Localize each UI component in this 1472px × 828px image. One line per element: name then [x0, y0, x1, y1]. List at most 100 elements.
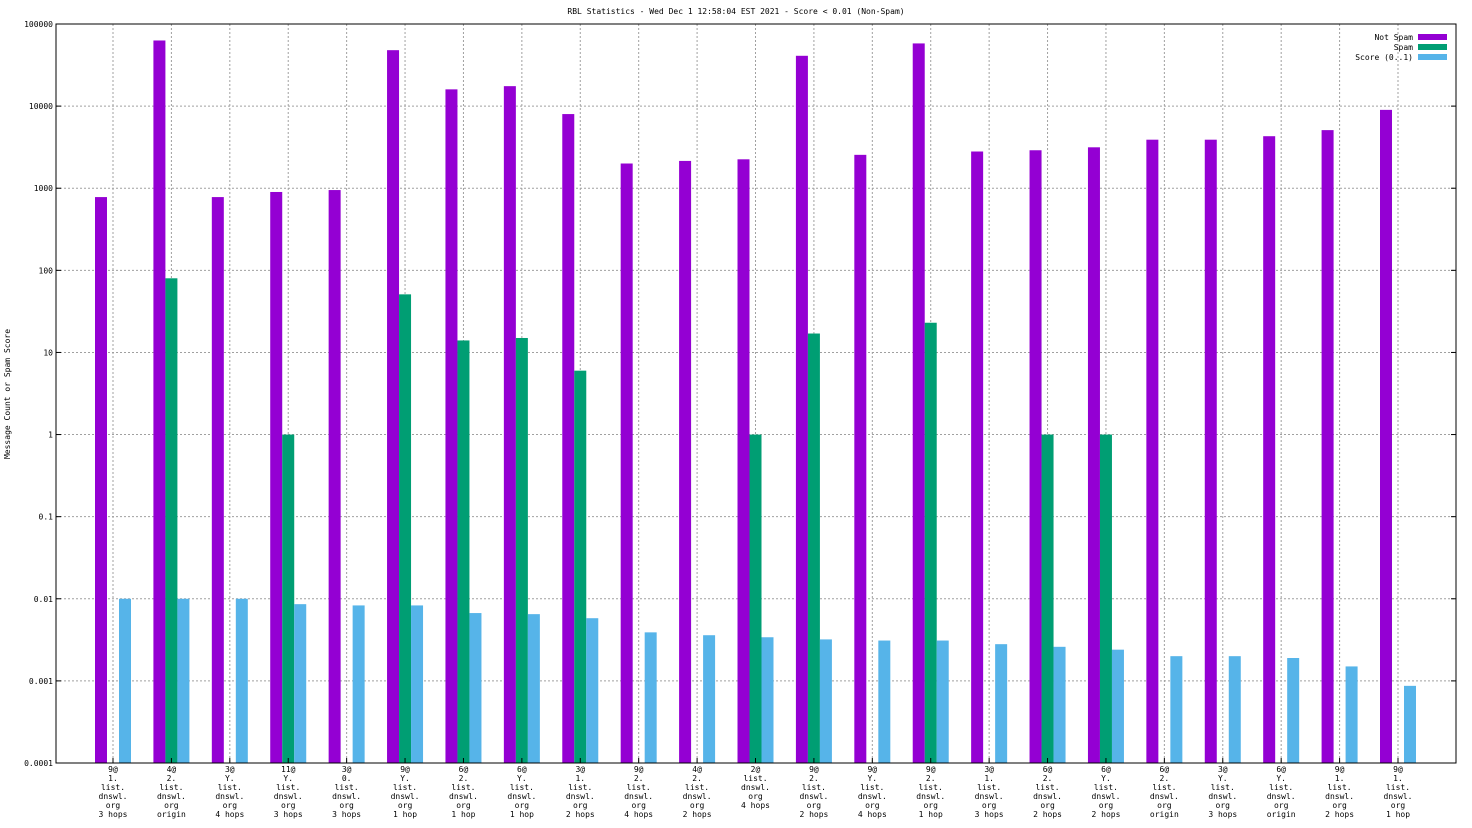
bar-not-spam: [1087, 147, 1100, 763]
bar-not-spam: [1029, 150, 1042, 763]
bar-not-spam: [795, 55, 808, 764]
x-tick-label: 9@ Y. list. dnswl. org 1 hop: [391, 765, 420, 819]
bar-spam: [1099, 434, 1112, 763]
bar-not-spam: [971, 151, 984, 763]
bar-spam: [399, 294, 412, 763]
bar-not-spam: [620, 163, 633, 763]
x-tick-label: 9@ 2. list. dnswl. org 1 hop: [916, 765, 945, 819]
legend-swatch: [1418, 34, 1447, 40]
bar-not-spam: [1146, 139, 1159, 763]
bar-score: [1228, 656, 1241, 763]
bar-spam: [574, 370, 587, 763]
bar-spam: [749, 434, 762, 763]
chart-title: RBL Statistics - Wed Dec 1 12:58:04 EST …: [567, 7, 904, 16]
x-tick-label: 3@ 1. list. dnswl. org 3 hops: [975, 765, 1004, 819]
bar-score: [761, 637, 774, 763]
bar-spam: [165, 278, 178, 763]
legend-swatch: [1418, 54, 1447, 60]
x-tick-label: 9@ 1. list. dnswl. org 1 hop: [1384, 765, 1413, 819]
legend-swatch: [1418, 44, 1447, 50]
y-tick-label: 1: [48, 431, 53, 440]
bar-not-spam: [328, 190, 341, 763]
x-tick-label: 4@ 2. list. dnswl. org origin: [157, 765, 186, 819]
bar-score: [1111, 649, 1124, 763]
y-tick-label: 10000: [29, 102, 53, 111]
legend-label: Score (0..1): [1355, 53, 1413, 62]
x-tick-label: 2@ list. dnswl. org 4 hops: [741, 765, 770, 810]
bar-spam: [807, 333, 820, 763]
bar-score: [119, 598, 131, 763]
bar-not-spam: [912, 43, 925, 764]
x-tick-label: 6@ 2. list. dnswl. org 1 hop: [449, 765, 478, 819]
bar-score: [586, 618, 599, 763]
legend-label: Spam: [1394, 43, 1413, 52]
bar-score: [819, 639, 832, 763]
bar-score: [1345, 666, 1358, 763]
x-tick-label: 3@ Y. list. dnswl. org 4 hops: [215, 765, 244, 819]
x-tick-label: 4@ 2. list. dnswl. org 2 hops: [683, 765, 712, 819]
bar-not-spam: [153, 40, 166, 763]
bar-spam: [1041, 434, 1054, 763]
y-tick-label: 10: [43, 348, 53, 357]
bar-score: [469, 613, 482, 763]
bar-not-spam: [737, 159, 750, 763]
bar-not-spam: [1380, 109, 1392, 764]
y-ticks: 0.0001 0.001 0.01 0.1 1 10 100 1000 10000 100000: [24, 20, 1456, 768]
bar-score: [1404, 685, 1416, 763]
bar-score: [1053, 646, 1066, 763]
y-tick-label: 0.1: [39, 513, 54, 522]
bar-score: [411, 605, 424, 763]
x-tick-label: 11@ Y. list. dnswl. org 3 hops: [274, 765, 303, 819]
bar-score: [995, 644, 1008, 763]
bar-not-spam: [387, 50, 400, 763]
bar-spam: [515, 337, 528, 763]
x-tick-label: 9@ 1. list. dnswl. org 2 hops: [1325, 765, 1354, 819]
bar-not-spam: [211, 197, 224, 763]
bar-not-spam: [95, 197, 107, 763]
y-tick-label: 0.01: [34, 595, 53, 604]
bar-not-spam: [445, 89, 458, 764]
x-tick-label: 6@ Y. list. dnswl. org 1 hop: [507, 765, 536, 819]
bar-score: [177, 598, 190, 763]
bar-score: [527, 614, 540, 763]
x-ticks: 9@ 1. list. dnswl. org 3 hops 4@ 2. list. dnswl. o…: [99, 758, 1413, 819]
y-tick-label: 0.001: [29, 677, 53, 686]
bar-score: [1170, 656, 1183, 763]
y-tick-label: 100: [39, 266, 54, 275]
x-tick-label: 6@ Y. list. dnswl. org origin: [1267, 765, 1296, 819]
x-tick-label: 3@ 0. list. dnswl. org 3 hops: [332, 765, 361, 819]
x-tick-label: 6@ 2. list. dnswl. org origin: [1150, 765, 1179, 819]
bar-score: [644, 632, 657, 763]
bar-score: [878, 640, 891, 763]
bar-score: [294, 604, 307, 763]
x-tick-label: 3@ Y. list. dnswl. org 3 hops: [1208, 765, 1237, 819]
x-tick-label: 9@ 2. list. dnswl. org 2 hops: [799, 765, 828, 819]
y-tick-label: 100000: [24, 20, 53, 29]
x-tick-label: 9@ Y. list. dnswl. org 4 hops: [858, 765, 887, 819]
bar-not-spam: [562, 114, 575, 764]
bar-score: [352, 605, 365, 763]
bars: [95, 40, 1416, 764]
x-tick-label: 6@ Y. list. dnswl. org 2 hops: [1092, 765, 1121, 819]
bar-spam: [924, 322, 937, 763]
bar-score: [1287, 658, 1300, 763]
x-tick-label: 6@ 2. list. dnswl. org 2 hops: [1033, 765, 1062, 819]
y-axis-label: Message Count or Spam Score: [3, 329, 12, 459]
legend-label: Not Spam: [1374, 33, 1413, 42]
bar-score: [235, 598, 248, 763]
y-tick-label: 1000: [34, 184, 53, 193]
bar-not-spam: [1204, 139, 1217, 763]
bar-not-spam: [854, 154, 867, 763]
x-tick-label: 9@ 1. list. dnswl. org 3 hops: [99, 765, 128, 819]
x-tick-label: 3@ 1. list. dnswl. org 2 hops: [566, 765, 595, 819]
bar-not-spam: [503, 86, 516, 764]
bar-spam: [457, 340, 470, 763]
x-tick-label: 9@ 2. list. dnswl. org 4 hops: [624, 765, 653, 819]
bar-score: [703, 635, 716, 763]
bar-not-spam: [1321, 130, 1334, 763]
bar-spam: [282, 434, 295, 763]
bar-score: [936, 640, 949, 763]
bar-not-spam: [1263, 136, 1276, 764]
